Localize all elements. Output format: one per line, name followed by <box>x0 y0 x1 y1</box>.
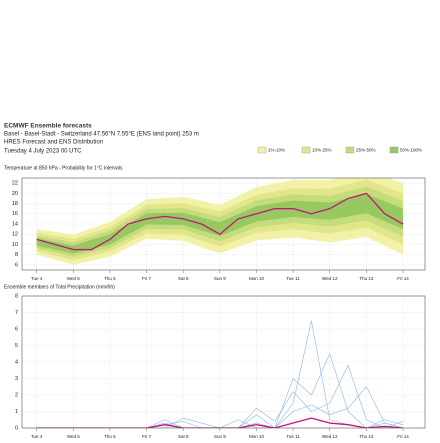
y-tick-label: 22 <box>12 181 18 187</box>
legend-swatch <box>389 146 399 154</box>
chart-title: Ensemble members of Total Precipitation … <box>4 284 115 290</box>
legend-swatch <box>257 146 267 154</box>
y-tick-label: 7 <box>15 310 18 316</box>
y-tick-label: 20 <box>12 191 18 197</box>
hres-line <box>36 192 404 251</box>
x-tick-label: Sun 9 <box>214 434 226 439</box>
member-line <box>36 386 404 428</box>
header-forecast: HRES Forecast and ENS Distribution <box>4 140 103 146</box>
x-tick-label: Fri 14 <box>397 434 409 439</box>
x-tick-label: Tue 11 <box>286 276 300 281</box>
plot-frame <box>21 295 426 429</box>
y-tick-label: 12 <box>12 232 18 238</box>
legend-label: 50%-100% <box>400 148 422 153</box>
y-tick-label: 0 <box>15 425 18 431</box>
x-tick-label: Wed 12 <box>322 276 338 281</box>
x-tick-label: Tue 4 <box>31 276 43 281</box>
y-tick-label: 18 <box>12 201 18 207</box>
plot-area <box>22 296 425 428</box>
x-tick-label: Fri 7 <box>142 276 151 281</box>
legend-swatch <box>301 146 311 154</box>
legend-swatch <box>345 146 355 154</box>
plot-content <box>36 178 404 265</box>
x-tick-label: Thu 6 <box>104 434 116 439</box>
x-tick-label: Tue 4 <box>31 434 43 439</box>
y-tick-label: 1 <box>15 409 18 415</box>
member-line <box>36 365 404 428</box>
y-tick-label: 4 <box>15 359 18 365</box>
x-tick-label: Fri 14 <box>397 276 409 281</box>
header-title: ECMWF Ensemble forecasts <box>4 123 92 130</box>
x-tick-label: Wed 5 <box>67 434 80 439</box>
legend-label: 25%-50% <box>356 148 376 153</box>
x-tick-label: Thu 6 <box>104 276 116 281</box>
y-tick-label: 3 <box>15 376 18 382</box>
x-tick-label: Mon 10 <box>249 434 265 439</box>
x-tick-label: Sun 9 <box>214 276 226 281</box>
x-tick-label: Wed 12 <box>322 434 338 439</box>
plot-content <box>36 320 404 428</box>
header-date: Tuesday 4 July 2023 00 UTC <box>4 149 82 155</box>
y-tick-label: 8 <box>15 252 18 258</box>
member-line <box>36 353 404 428</box>
header-location: Basel - Basel-Stadt - Switzerland 47.56°… <box>4 132 199 138</box>
y-tick-label: 6 <box>15 262 18 268</box>
x-tick-label: Thu 13 <box>359 276 374 281</box>
legend-label: 10%-25% <box>312 148 332 153</box>
chart-title: Temperature at 850 hPa - Probability for… <box>4 165 123 171</box>
x-tick-label: Mon 10 <box>249 276 265 281</box>
y-tick-label: 14 <box>12 221 18 227</box>
x-tick-label: Sat 8 <box>178 276 189 281</box>
plot-frame <box>21 177 426 271</box>
y-tick-label: 5 <box>15 343 18 349</box>
x-tick-label: Thu 13 <box>359 434 374 439</box>
y-tick-label: 8 <box>15 293 18 299</box>
x-tick-label: Wed 5 <box>67 276 80 281</box>
y-tick-label: 16 <box>12 211 18 217</box>
x-tick-label: Tue 11 <box>286 434 300 439</box>
x-tick-label: Fri 7 <box>142 434 151 439</box>
y-tick-label: 2 <box>15 392 18 398</box>
y-tick-label: 10 <box>12 242 18 248</box>
member-line <box>36 320 404 428</box>
x-tick-label: Sat 8 <box>178 434 189 439</box>
hres-line <box>36 417 404 428</box>
probability-band <box>36 193 404 254</box>
y-tick-label: 6 <box>15 326 18 332</box>
legend-label: 1%-10% <box>268 148 285 153</box>
